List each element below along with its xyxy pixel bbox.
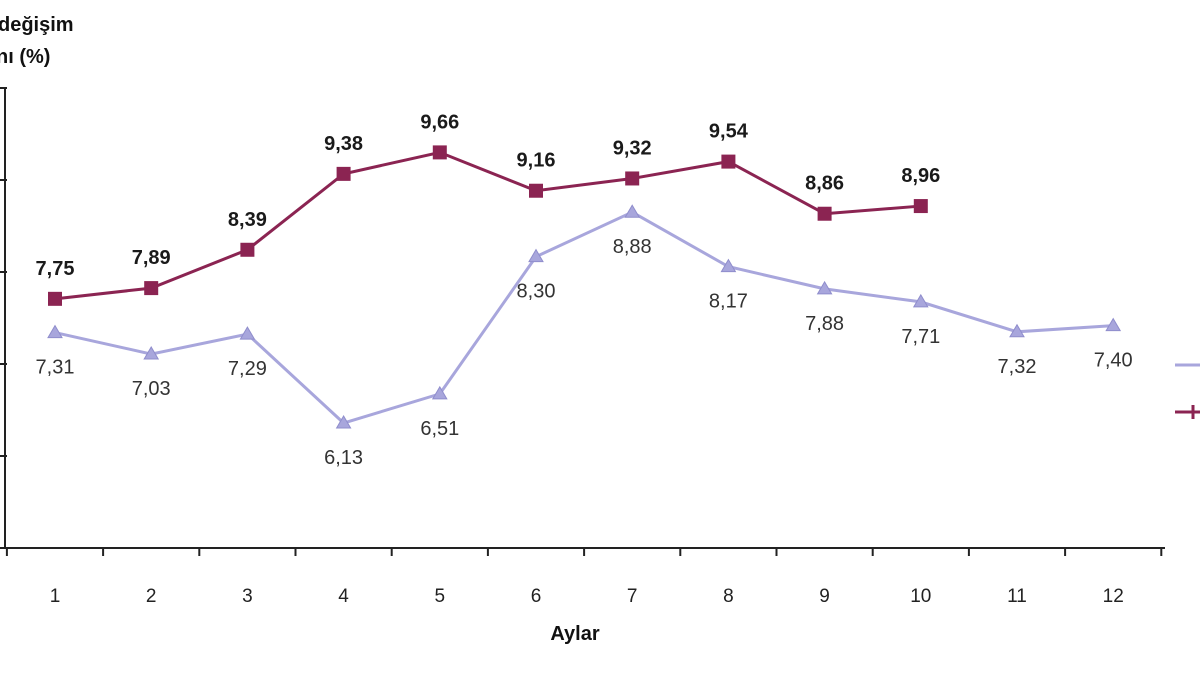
chart-x-ticks: 1 2 3 4 5 6 7 8 9 10 11 12 xyxy=(50,586,1124,607)
series-b-marker xyxy=(48,291,62,306)
chart-legend xyxy=(1175,363,1200,419)
series-b-marker xyxy=(432,145,447,160)
series-b-data-label: 8,96 xyxy=(901,165,940,187)
x-tick-label: 6 xyxy=(531,586,542,607)
series-b-data-label: 7,75 xyxy=(36,258,75,280)
x-tick-label: 5 xyxy=(435,586,446,607)
x-tick-label: 11 xyxy=(1007,586,1027,607)
series-b-marker xyxy=(144,281,159,296)
series-a-data-label: 7,29 xyxy=(228,358,267,380)
series-a-marker xyxy=(47,324,63,339)
series-b-marker xyxy=(625,171,640,186)
x-tick-label: 1 xyxy=(50,586,61,607)
series-a-line xyxy=(54,210,1114,425)
series-a-marker xyxy=(912,293,929,308)
series-a-data-label: 8,17 xyxy=(709,291,748,313)
x-tick-label: 8 xyxy=(723,586,734,607)
series-b-data-label: 9,66 xyxy=(420,111,459,133)
series-b-marker xyxy=(721,154,736,169)
series-a-marker xyxy=(624,204,641,218)
series-b-marker xyxy=(336,166,351,181)
series-b-data-label: 9,54 xyxy=(709,121,749,143)
series-b-data-label: 8,86 xyxy=(805,173,844,195)
x-axis-title: Aylar xyxy=(550,623,600,645)
series-b-data-label: 9,32 xyxy=(613,137,652,159)
y-axis-label-line-2: nı (%) xyxy=(0,46,51,68)
chart-data-labels: 7,31 7,03 7,29 6,13 6,51 8,30 8,88 8,17 7,88 7,71… xyxy=(36,111,1133,469)
series-b-marker xyxy=(913,199,928,214)
series-a-marker xyxy=(720,258,737,273)
x-tick-label: 7 xyxy=(627,586,638,607)
series-a-data-label: 6,13 xyxy=(324,447,363,469)
x-tick-label: 4 xyxy=(338,586,349,607)
series-a-marker xyxy=(528,248,544,263)
chart-axes xyxy=(0,87,1165,556)
x-tick-label: 3 xyxy=(242,586,253,607)
series-a-data-label: 7,31 xyxy=(36,357,75,379)
series-a-marker xyxy=(1105,317,1122,332)
series-a-data-label: 7,71 xyxy=(901,326,940,348)
series-a-data-label: 8,88 xyxy=(613,236,652,258)
series-a-data-label: 6,51 xyxy=(420,418,459,440)
series-b-line xyxy=(54,150,921,301)
y-axis-label-line-1: değişim xyxy=(0,14,74,36)
series-a-marker xyxy=(335,415,352,429)
series-a-data-label: 7,88 xyxy=(805,313,844,335)
series-a-data-label: 7,03 xyxy=(132,378,171,400)
series-b-marker xyxy=(817,206,832,221)
series-a-marker xyxy=(239,326,256,340)
x-tick-label: 10 xyxy=(910,586,931,607)
chart-series xyxy=(47,145,1122,429)
series-b-marker xyxy=(529,183,543,198)
series-a-marker xyxy=(431,385,448,400)
series-a-data-label: 7,40 xyxy=(1094,350,1133,372)
series-b-data-label: 9,38 xyxy=(324,133,363,155)
series-b-data-label: 7,89 xyxy=(132,247,171,269)
x-tick-label: 9 xyxy=(819,586,830,607)
series-a-marker xyxy=(143,346,160,360)
series-a-marker xyxy=(816,280,833,295)
x-tick-label: 2 xyxy=(146,586,157,607)
series-a-data-label: 7,32 xyxy=(998,356,1037,378)
series-a-data-label: 8,30 xyxy=(517,281,556,303)
series-b-data-label: 9,16 xyxy=(517,150,556,172)
series-b-data-label: 8,39 xyxy=(228,209,267,231)
x-tick-label: 12 xyxy=(1103,586,1124,607)
series-a-marker xyxy=(1009,323,1025,338)
series-b-marker xyxy=(240,242,255,257)
